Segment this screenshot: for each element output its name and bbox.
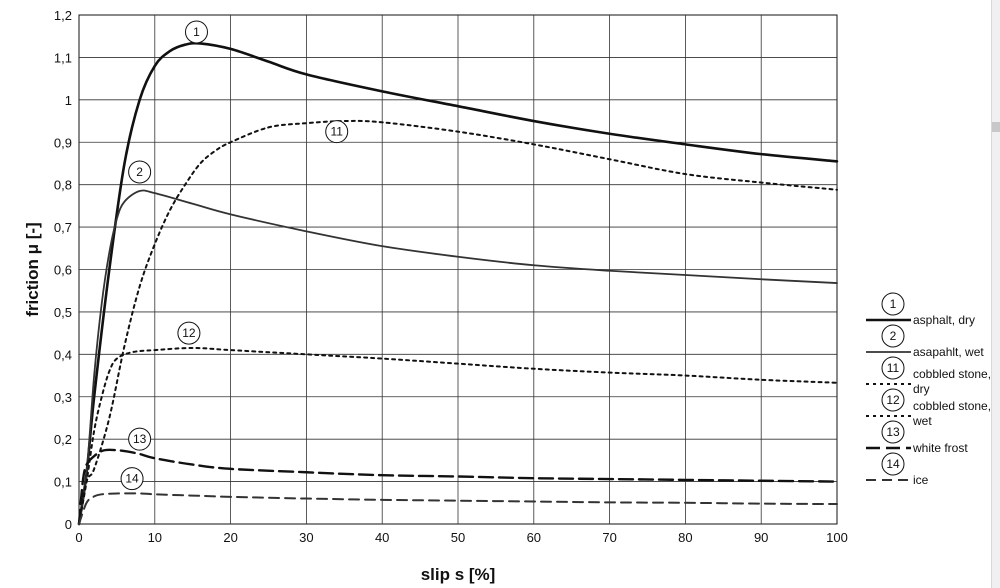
legend-circle <box>881 388 905 412</box>
legend-number: 2 <box>890 329 897 343</box>
tick-labels: 0 10 20 30 40 50 60 70 80 90 100 0 0,1 0,2 0,3 0,4 0,5 0,… <box>54 8 848 545</box>
y-tick-label: 0,9 <box>54 135 72 150</box>
x-tick-label: 0 <box>75 530 82 545</box>
series-line-11 <box>78 119 838 525</box>
legend-circle <box>881 452 905 476</box>
legend-circle <box>881 292 905 316</box>
marker-circle <box>128 427 152 451</box>
series-marker-12: 12 <box>177 321 201 345</box>
series-marker-2: 2 <box>128 160 152 184</box>
y-tick-label: 0,4 <box>54 347 72 362</box>
marker-circle <box>184 20 208 44</box>
y-tick-label: 0,6 <box>54 263 72 278</box>
series-marker-1: 1 <box>184 20 208 44</box>
y-tick-label: 1,1 <box>54 50 72 65</box>
legend-item-12: 12 cobbled stone, wet <box>866 388 991 428</box>
marker-circle <box>128 160 152 184</box>
y-tick-label: 1 <box>65 93 72 108</box>
marker-number: 11 <box>330 125 343 139</box>
x-tick-label: 60 <box>527 530 541 545</box>
legend-label: asapahlt, wet <box>913 345 984 359</box>
x-tick-label: 50 <box>451 530 465 545</box>
scrollbar-thumb[interactable] <box>992 122 1000 132</box>
marker-circle <box>325 120 349 144</box>
y-axis-title: friction μ [-] <box>23 222 42 316</box>
marker-number: 14 <box>125 472 139 486</box>
legend-label: ice <box>913 473 929 487</box>
x-tick-label: 10 <box>148 530 162 545</box>
series-line-2 <box>78 189 838 525</box>
x-tick-label: 30 <box>299 530 313 545</box>
legend-item-2: 2 asapahlt, wet <box>866 324 984 359</box>
vertical-scrollbar[interactable] <box>991 0 1000 588</box>
y-tick-label: 0,1 <box>54 475 72 490</box>
y-tick-label: 0,8 <box>54 178 72 193</box>
legend-label: asphalt, dry <box>913 313 975 327</box>
marker-number: 12 <box>182 326 196 340</box>
legend-number: 12 <box>886 393 900 407</box>
x-tick-label: 20 <box>223 530 237 545</box>
x-tick-label: 40 <box>375 530 389 545</box>
series-marker-11: 11 <box>325 120 349 144</box>
y-tick-label: 0,3 <box>54 390 72 405</box>
marker-number: 2 <box>136 165 143 179</box>
legend-item-1: 1 asphalt, dry <box>866 292 975 327</box>
legend-number: 13 <box>886 425 900 439</box>
series-marker-14: 14 <box>120 467 144 491</box>
marker-circle <box>120 467 144 491</box>
series-line-14 <box>78 492 838 525</box>
legend-circle <box>881 356 905 380</box>
x-axis-title: slip s [%] <box>421 565 496 584</box>
y-tick-label: 0 <box>65 517 72 532</box>
x-tick-label: 100 <box>826 530 848 545</box>
series-layer <box>77 41 839 526</box>
y-tick-label: 0,2 <box>54 432 72 447</box>
legend-circle <box>881 324 905 348</box>
x-tick-label: 90 <box>754 530 768 545</box>
legend-label: cobbled stone, dry <box>913 367 991 396</box>
series-line-1 <box>77 41 839 526</box>
legend-number: 11 <box>887 361 900 375</box>
marker-number: 13 <box>133 432 147 446</box>
y-tick-label: 0,5 <box>54 305 72 320</box>
marker-number: 1 <box>193 25 200 39</box>
y-tick-label: 1,2 <box>54 8 72 23</box>
legend: 1 asphalt, dry 2 asapahlt, wet 11 cobbled sto… <box>866 292 991 487</box>
marker-circle <box>177 321 201 345</box>
legend-label: cobbled stone, wet <box>912 399 991 428</box>
legend-item-11: 11 cobbled stone, dry <box>866 356 991 396</box>
legend-circle <box>881 420 905 444</box>
legend-number: 14 <box>886 457 900 471</box>
y-tick-label: 0,7 <box>54 220 72 235</box>
grid <box>78 14 838 525</box>
legend-label: white frost <box>912 441 968 455</box>
series-marker-13: 13 <box>128 427 152 451</box>
legend-item-14: 14 ice <box>866 452 929 487</box>
series-line-13 <box>77 448 839 526</box>
legend-item-13: 13 white frost <box>866 420 968 455</box>
series-line-12 <box>78 346 838 525</box>
x-tick-label: 80 <box>678 530 692 545</box>
legend-number: 1 <box>890 297 897 311</box>
x-tick-label: 70 <box>602 530 616 545</box>
